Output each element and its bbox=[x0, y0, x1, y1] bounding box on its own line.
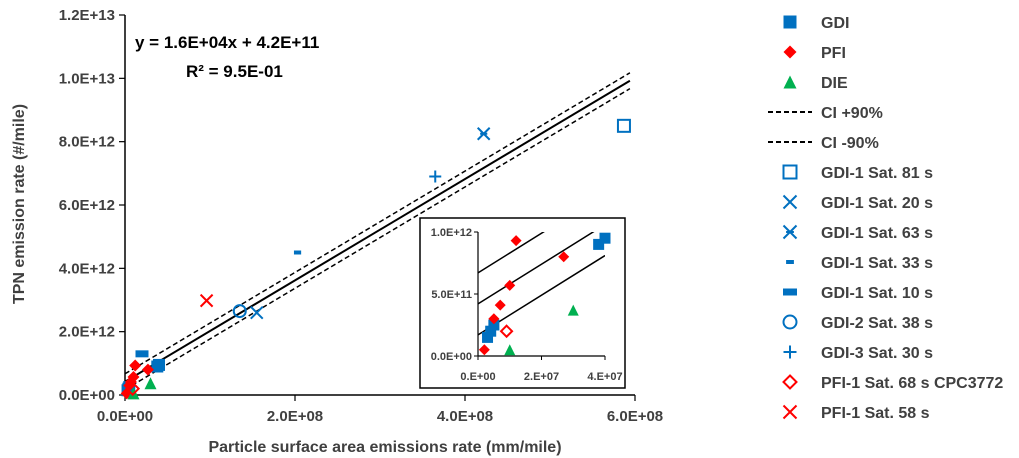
data-point bbox=[135, 350, 149, 358]
legend-marker bbox=[786, 260, 794, 264]
legend-marker bbox=[783, 15, 797, 29]
x-axis-title: Particle surface area emissions rate (mm… bbox=[208, 439, 561, 456]
inset-ci-upper-line bbox=[478, 232, 545, 274]
legend-label: GDI-1 Sat. 63 s bbox=[821, 225, 933, 242]
legend-label: CI +90% bbox=[821, 105, 883, 122]
legend-marker bbox=[782, 374, 798, 390]
data-point bbox=[141, 363, 154, 376]
inset-data-point bbox=[485, 325, 497, 337]
legend-marker bbox=[783, 288, 797, 296]
inset-plot-area: 0.0E+00 5.0E+11 1.0E+12 0.E+00 2.E+07 4.E+07 bbox=[419, 217, 626, 389]
data-point bbox=[144, 377, 157, 390]
inset-x-tick-label: 4.E+07 bbox=[587, 371, 622, 383]
equation-label: y = 1.6E+04x + 4.2E+11 bbox=[135, 33, 319, 52]
inset-y-tick-label: 0.0E+00 bbox=[431, 351, 472, 363]
legend-marker bbox=[783, 345, 797, 359]
legend-label: PFI-1 Sat. 58 s bbox=[821, 405, 930, 422]
legend-label: GDI-1 Sat. 33 s bbox=[821, 255, 933, 272]
x-tick-label: 0.0E+00 bbox=[97, 408, 153, 425]
y-tick-label: 8.0E+12 bbox=[59, 134, 115, 151]
legend-marker bbox=[782, 194, 798, 210]
inset-data-point bbox=[478, 344, 490, 356]
inset-data-point bbox=[510, 235, 522, 247]
ci-lower-line bbox=[124, 88, 631, 391]
data-point bbox=[199, 293, 214, 308]
inset-data-point bbox=[499, 324, 514, 339]
legend-marker bbox=[783, 75, 797, 89]
y-axis-title: TPN emission rate (#/mile) bbox=[11, 104, 28, 304]
y-tick-label: 1.2E+13 bbox=[59, 7, 115, 24]
data-point bbox=[429, 170, 442, 183]
y-tick-label: 6.0E+12 bbox=[59, 197, 115, 214]
legend: GDI PFI DIE CI +90% CI -90% GDI-1 Sat. 81 s GD… bbox=[768, 15, 1003, 422]
inset-y-tick-label: 1.0E+12 bbox=[431, 227, 472, 239]
data-point bbox=[127, 370, 140, 383]
legend-label: GDI-2 Sat. 38 s bbox=[821, 315, 933, 332]
inset-data-point bbox=[593, 238, 605, 250]
data-point bbox=[293, 250, 302, 255]
inset-fit-line bbox=[478, 232, 595, 305]
data-point bbox=[250, 305, 264, 320]
inset-data-point bbox=[488, 313, 500, 325]
x-tick-label: 4.0E+08 bbox=[437, 408, 493, 425]
y-tick-label: 2.0E+12 bbox=[59, 324, 115, 341]
x-tick-label: 2.0E+08 bbox=[267, 408, 323, 425]
legend-label: DIE bbox=[821, 75, 848, 92]
inset-data-point bbox=[482, 331, 494, 343]
legend-label: PFI bbox=[821, 45, 846, 62]
inset-data-point bbox=[488, 319, 500, 331]
inset-x-tick-label: 0.E+00 bbox=[460, 371, 495, 383]
y-tick-label: 1.0E+13 bbox=[59, 70, 115, 87]
legend-marker bbox=[782, 404, 798, 420]
inset-y-tick-label: 5.0E+11 bbox=[431, 289, 472, 301]
data-point bbox=[616, 118, 631, 133]
data-point bbox=[232, 304, 247, 319]
y-tick-label: 0.0E+00 bbox=[59, 387, 115, 404]
r-squared-label: R² = 9.5E-01 bbox=[186, 62, 283, 81]
legend-label: GDI-3 Sat. 30 s bbox=[821, 345, 933, 362]
fit-line bbox=[124, 79, 631, 383]
legend-label: GDI-1 Sat. 81 s bbox=[821, 165, 933, 182]
inset-data-point bbox=[599, 232, 611, 244]
legend-marker bbox=[782, 224, 798, 240]
legend-label: GDI-1 Sat. 20 s bbox=[821, 195, 933, 212]
legend-label: GDI bbox=[821, 15, 849, 32]
inset-x-tick-label: 2.E+07 bbox=[524, 371, 559, 383]
data-point bbox=[476, 127, 491, 141]
x-tick-label: 6.0E+08 bbox=[607, 408, 663, 425]
inset-data-point bbox=[558, 251, 570, 263]
inset-data-point bbox=[504, 344, 516, 356]
legend-label: CI -90% bbox=[821, 135, 879, 152]
inset-frame bbox=[419, 217, 626, 389]
main-plot-area: 0.0E+00 2.0E+12 4.0E+12 6.0E+12 8.0E+12 1.0E+… bbox=[59, 7, 663, 425]
legend-marker bbox=[782, 164, 798, 180]
data-point bbox=[153, 358, 165, 371]
data-point bbox=[125, 381, 141, 397]
legend-label: GDI-1 Sat. 10 s bbox=[821, 285, 933, 302]
legend-marker bbox=[783, 45, 797, 59]
data-point bbox=[129, 359, 142, 372]
inset-data-point bbox=[567, 304, 579, 316]
inset-data-point bbox=[494, 299, 506, 311]
legend-label: PFI-1 Sat. 68 s CPC3772 bbox=[821, 375, 1003, 392]
y-tick-label: 4.0E+12 bbox=[59, 260, 115, 277]
inset-data-point bbox=[504, 279, 516, 291]
legend-marker bbox=[782, 314, 798, 330]
ci-upper-line bbox=[124, 72, 631, 375]
